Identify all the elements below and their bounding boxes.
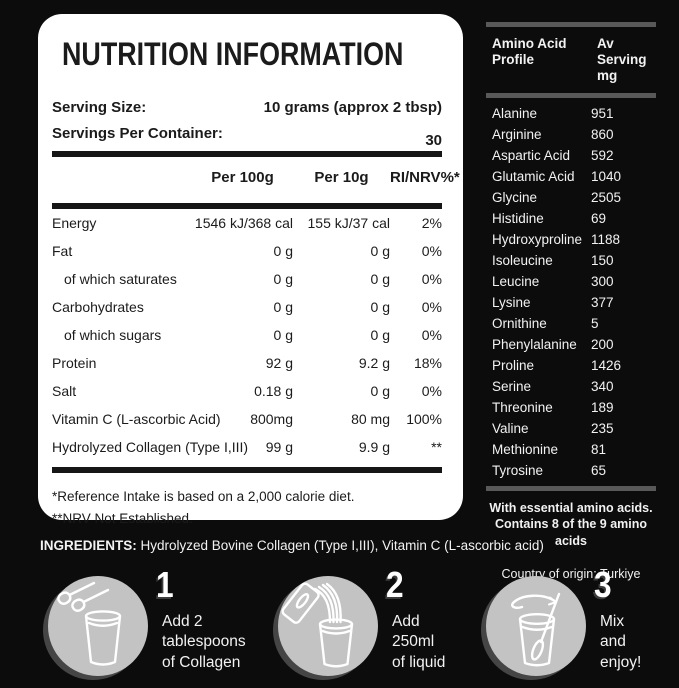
step-2-number: 2 bbox=[386, 564, 404, 605]
step-1-number: 1 bbox=[156, 564, 174, 605]
list-item: Hydroxyproline 1188 bbox=[492, 231, 621, 247]
list-item: Methionine 81 bbox=[492, 441, 607, 457]
divider bbox=[52, 151, 442, 157]
step-2-text: Add 250ml of liquid bbox=[392, 613, 446, 671]
divider bbox=[52, 203, 442, 209]
pouring-liquid-into-glass-icon bbox=[281, 582, 354, 668]
list-item: Proline 1426 bbox=[492, 357, 622, 373]
panel-title: NUTRITION INFORMATION bbox=[62, 36, 404, 72]
divider bbox=[486, 92, 656, 98]
list-item: Lysine 377 bbox=[492, 294, 614, 310]
serving-size-label: Serving Size: bbox=[52, 99, 147, 116]
footnotes: *Reference Intake is based on a 2,000 ca… bbox=[52, 486, 442, 531]
list-item: Aspartic Acid 592 bbox=[492, 147, 614, 163]
divider bbox=[486, 485, 656, 491]
list-item: Phenylalanine 200 bbox=[492, 336, 614, 352]
essential-amino-caption: With essential amino acids. Contains 8 o… bbox=[489, 500, 653, 549]
list-item: Leucine 300 bbox=[492, 273, 614, 289]
step-1-text: Add 2 tablespoons of Collagen bbox=[162, 613, 246, 671]
list-item: Ornithine 5 bbox=[492, 315, 599, 331]
table-row: Hydrolyzed Collagen (Type I,III) 99 g 9.… bbox=[52, 439, 442, 455]
table-row: Carbohydrates 0 g 0 g 0% bbox=[52, 299, 442, 315]
list-item: Valine 235 bbox=[492, 420, 614, 436]
divider bbox=[486, 22, 656, 27]
list-item: Histidine 69 bbox=[492, 210, 607, 226]
nutrition-table-body: Energy 1546 kJ/368 cal 155 kJ/37 cal 2% … bbox=[38, 209, 463, 461]
table-row: Vitamin C (L-ascorbic Acid) 800mg 80 mg … bbox=[52, 411, 442, 427]
glass-with-spoons-icon bbox=[57, 581, 122, 666]
step-3: 3 Mix and enjoy! bbox=[486, 565, 641, 676]
step-1: 1 Add 2 tablespoons of Collagen bbox=[48, 565, 246, 676]
col-per-10g: Per 10g bbox=[314, 168, 369, 186]
ingredients-text: Hydrolyzed Bovine Collagen (Type I,III),… bbox=[136, 538, 544, 553]
stirring-glass-with-spoon-icon bbox=[511, 592, 561, 667]
list-item: Glutamic Acid 1040 bbox=[492, 168, 622, 184]
servings-label: Servings Per Container: bbox=[52, 125, 223, 142]
list-item: Alanine 951 bbox=[492, 105, 614, 121]
serving-info: Serving Size: 10 grams (approx 2 tbsp) S… bbox=[52, 99, 442, 149]
col-per-100g: Per 100g bbox=[211, 168, 274, 186]
table-row: of which saturates 0 g 0 g 0% bbox=[64, 271, 442, 287]
step-3-circle bbox=[486, 576, 586, 676]
servings-per-container-row: Servings Per Container: 30 bbox=[52, 125, 442, 149]
table-row: Fat 0 g 0 g 0% bbox=[52, 243, 442, 259]
step-3-text: Mix and enjoy! bbox=[600, 613, 642, 671]
col-ri-nrv: RI/NRV%* bbox=[390, 168, 460, 186]
list-item: Tyrosine 65 bbox=[492, 462, 607, 478]
amino-acid-table: Amino Acid Profile Av Serving mg Alanine… bbox=[486, 22, 656, 581]
divider bbox=[52, 467, 442, 473]
step-3-number: 3 bbox=[594, 564, 612, 605]
list-item: Glycine 2505 bbox=[492, 189, 622, 205]
list-item: Arginine 860 bbox=[492, 126, 614, 142]
footnote-reference-intake: *Reference Intake is based on a 2,000 ca… bbox=[52, 489, 355, 504]
table-row: Salt 0.18 g 0 g 0% bbox=[52, 383, 442, 399]
ingredients-line: INGREDIENTS: Hydrolyzed Bovine Collagen … bbox=[40, 538, 544, 553]
list-item: Threonine 189 bbox=[492, 399, 614, 415]
amino-col-profile: Amino Acid Profile bbox=[492, 36, 567, 68]
serving-size-value: 10 grams (approx 2 tbsp) bbox=[263, 99, 442, 116]
servings-value: 30 bbox=[425, 132, 442, 149]
usage-steps: 1 Add 2 tablespoons of Collagen bbox=[0, 565, 679, 688]
ingredients-label: INGREDIENTS: bbox=[40, 538, 137, 553]
list-item: Serine 340 bbox=[492, 378, 614, 394]
step-2: 2 Add 250ml of liquid bbox=[278, 565, 445, 676]
table-row: Energy 1546 kJ/368 cal 155 kJ/37 cal 2% bbox=[52, 215, 442, 231]
amino-table-header: Amino Acid Profile Av Serving mg bbox=[486, 27, 656, 93]
table-row: of which sugars 0 g 0 g 0% bbox=[64, 327, 442, 343]
nutrition-panel: NUTRITION INFORMATION Serving Size: 10 g… bbox=[38, 14, 463, 526]
step-1-circle bbox=[48, 576, 148, 676]
list-item: Isoleucine 150 bbox=[492, 252, 614, 268]
table-row: Protein 92 g 9.2 g 18% bbox=[52, 355, 442, 371]
step-2-circle bbox=[278, 576, 378, 676]
amino-col-av-serving: Av Serving mg bbox=[597, 36, 647, 84]
nutrition-table-header: Per 100g Per 10g RI/NRV%* bbox=[38, 157, 463, 197]
footnote-nrv: **NRV Not Established. bbox=[52, 511, 193, 527]
amino-table-body: Alanine 951 Arginine 860 Aspartic Acid 592 … bbox=[486, 98, 656, 486]
serving-size-row: Serving Size: 10 grams (approx 2 tbsp) bbox=[52, 99, 442, 116]
